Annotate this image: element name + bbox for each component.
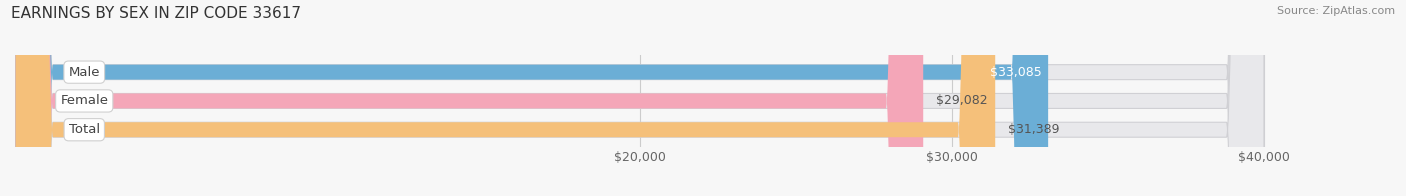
Text: $33,085: $33,085 [990, 66, 1042, 79]
FancyBboxPatch shape [15, 0, 995, 196]
Text: Source: ZipAtlas.com: Source: ZipAtlas.com [1277, 6, 1395, 16]
FancyBboxPatch shape [15, 0, 1264, 196]
FancyBboxPatch shape [15, 0, 1264, 196]
Text: Female: Female [60, 94, 108, 107]
Text: $29,082: $29,082 [936, 94, 987, 107]
Text: Total: Total [69, 123, 100, 136]
FancyBboxPatch shape [15, 0, 1047, 196]
Text: EARNINGS BY SEX IN ZIP CODE 33617: EARNINGS BY SEX IN ZIP CODE 33617 [11, 6, 301, 21]
Text: $31,389: $31,389 [1008, 123, 1059, 136]
FancyBboxPatch shape [15, 0, 1264, 196]
Text: Male: Male [69, 66, 100, 79]
FancyBboxPatch shape [15, 0, 924, 196]
